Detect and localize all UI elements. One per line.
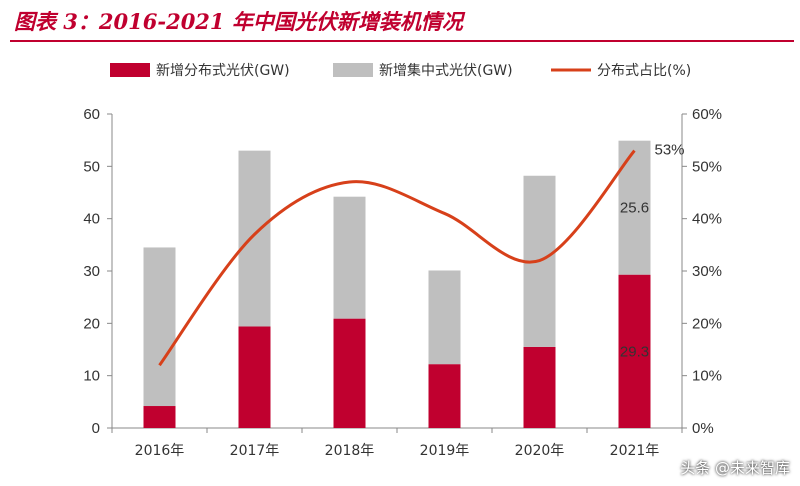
bar-centralized [238, 150, 271, 327]
right-tick-label: 0% [692, 420, 714, 437]
label-pct-2021: 53% [655, 142, 685, 159]
ratio-line [158, 149, 636, 367]
left-tick-label: 40 [83, 211, 100, 228]
label-centralized-2021: 25.6 [620, 200, 649, 217]
x-tick-label: 2020年 [515, 443, 565, 459]
x-tick-label: 2017年 [230, 443, 280, 459]
bar-distributed [428, 364, 461, 428]
data-labels: 53% 25.6 29.3 [620, 142, 685, 361]
legend: 新增分布式光伏(GW) 新增集中式光伏(GW) 分布式占比(%) [110, 62, 691, 79]
right-tick-label: 60% [692, 106, 722, 123]
legend-label: 分布式占比(%) [597, 63, 691, 79]
axes: 0 10 20 30 40 50 60 0% 10% 20% 30% 40% 50% 60% 2016年 20… [83, 106, 722, 459]
left-tick-label: 50 [83, 158, 100, 175]
left-tick-label: 30 [83, 263, 100, 280]
bar-centralized [143, 247, 176, 407]
bar-distributed [333, 318, 366, 428]
right-tick-label: 40% [692, 211, 722, 228]
bar-centralized [333, 196, 366, 319]
bar-centralized [428, 270, 461, 365]
title-divider [10, 40, 794, 42]
bar-distributed [238, 326, 271, 428]
legend-swatch [110, 63, 150, 77]
bar-distributed [523, 346, 556, 428]
legend-swatch [333, 63, 373, 77]
bars [143, 140, 651, 428]
left-tick-label: 0 [92, 420, 100, 437]
left-tick-label: 60 [83, 106, 100, 123]
x-tick-label: 2018年 [325, 443, 375, 459]
bar-distributed [143, 406, 176, 428]
right-tick-label: 50% [692, 158, 722, 175]
legend-label: 新增分布式光伏(GW) [156, 63, 290, 79]
ratio-line-path [158, 149, 636, 367]
x-tick-label: 2016年 [135, 443, 185, 459]
left-tick-label: 20 [83, 315, 100, 332]
right-tick-label: 30% [692, 263, 722, 280]
x-tick-label: 2021年 [610, 443, 660, 459]
left-tick-label: 10 [83, 368, 100, 385]
watermark: 头条 @未来智库 [680, 459, 790, 477]
label-distributed-2021: 29.3 [620, 343, 649, 360]
legend-label: 新增集中式光伏(GW) [379, 62, 513, 79]
right-tick-label: 10% [692, 368, 722, 385]
right-tick-label: 20% [692, 315, 722, 332]
bar-distributed [618, 274, 651, 428]
chart-title: 图表 3：2016-2021 年中国光伏新增装机情况 [14, 9, 463, 34]
x-tick-label: 2019年 [420, 443, 470, 459]
